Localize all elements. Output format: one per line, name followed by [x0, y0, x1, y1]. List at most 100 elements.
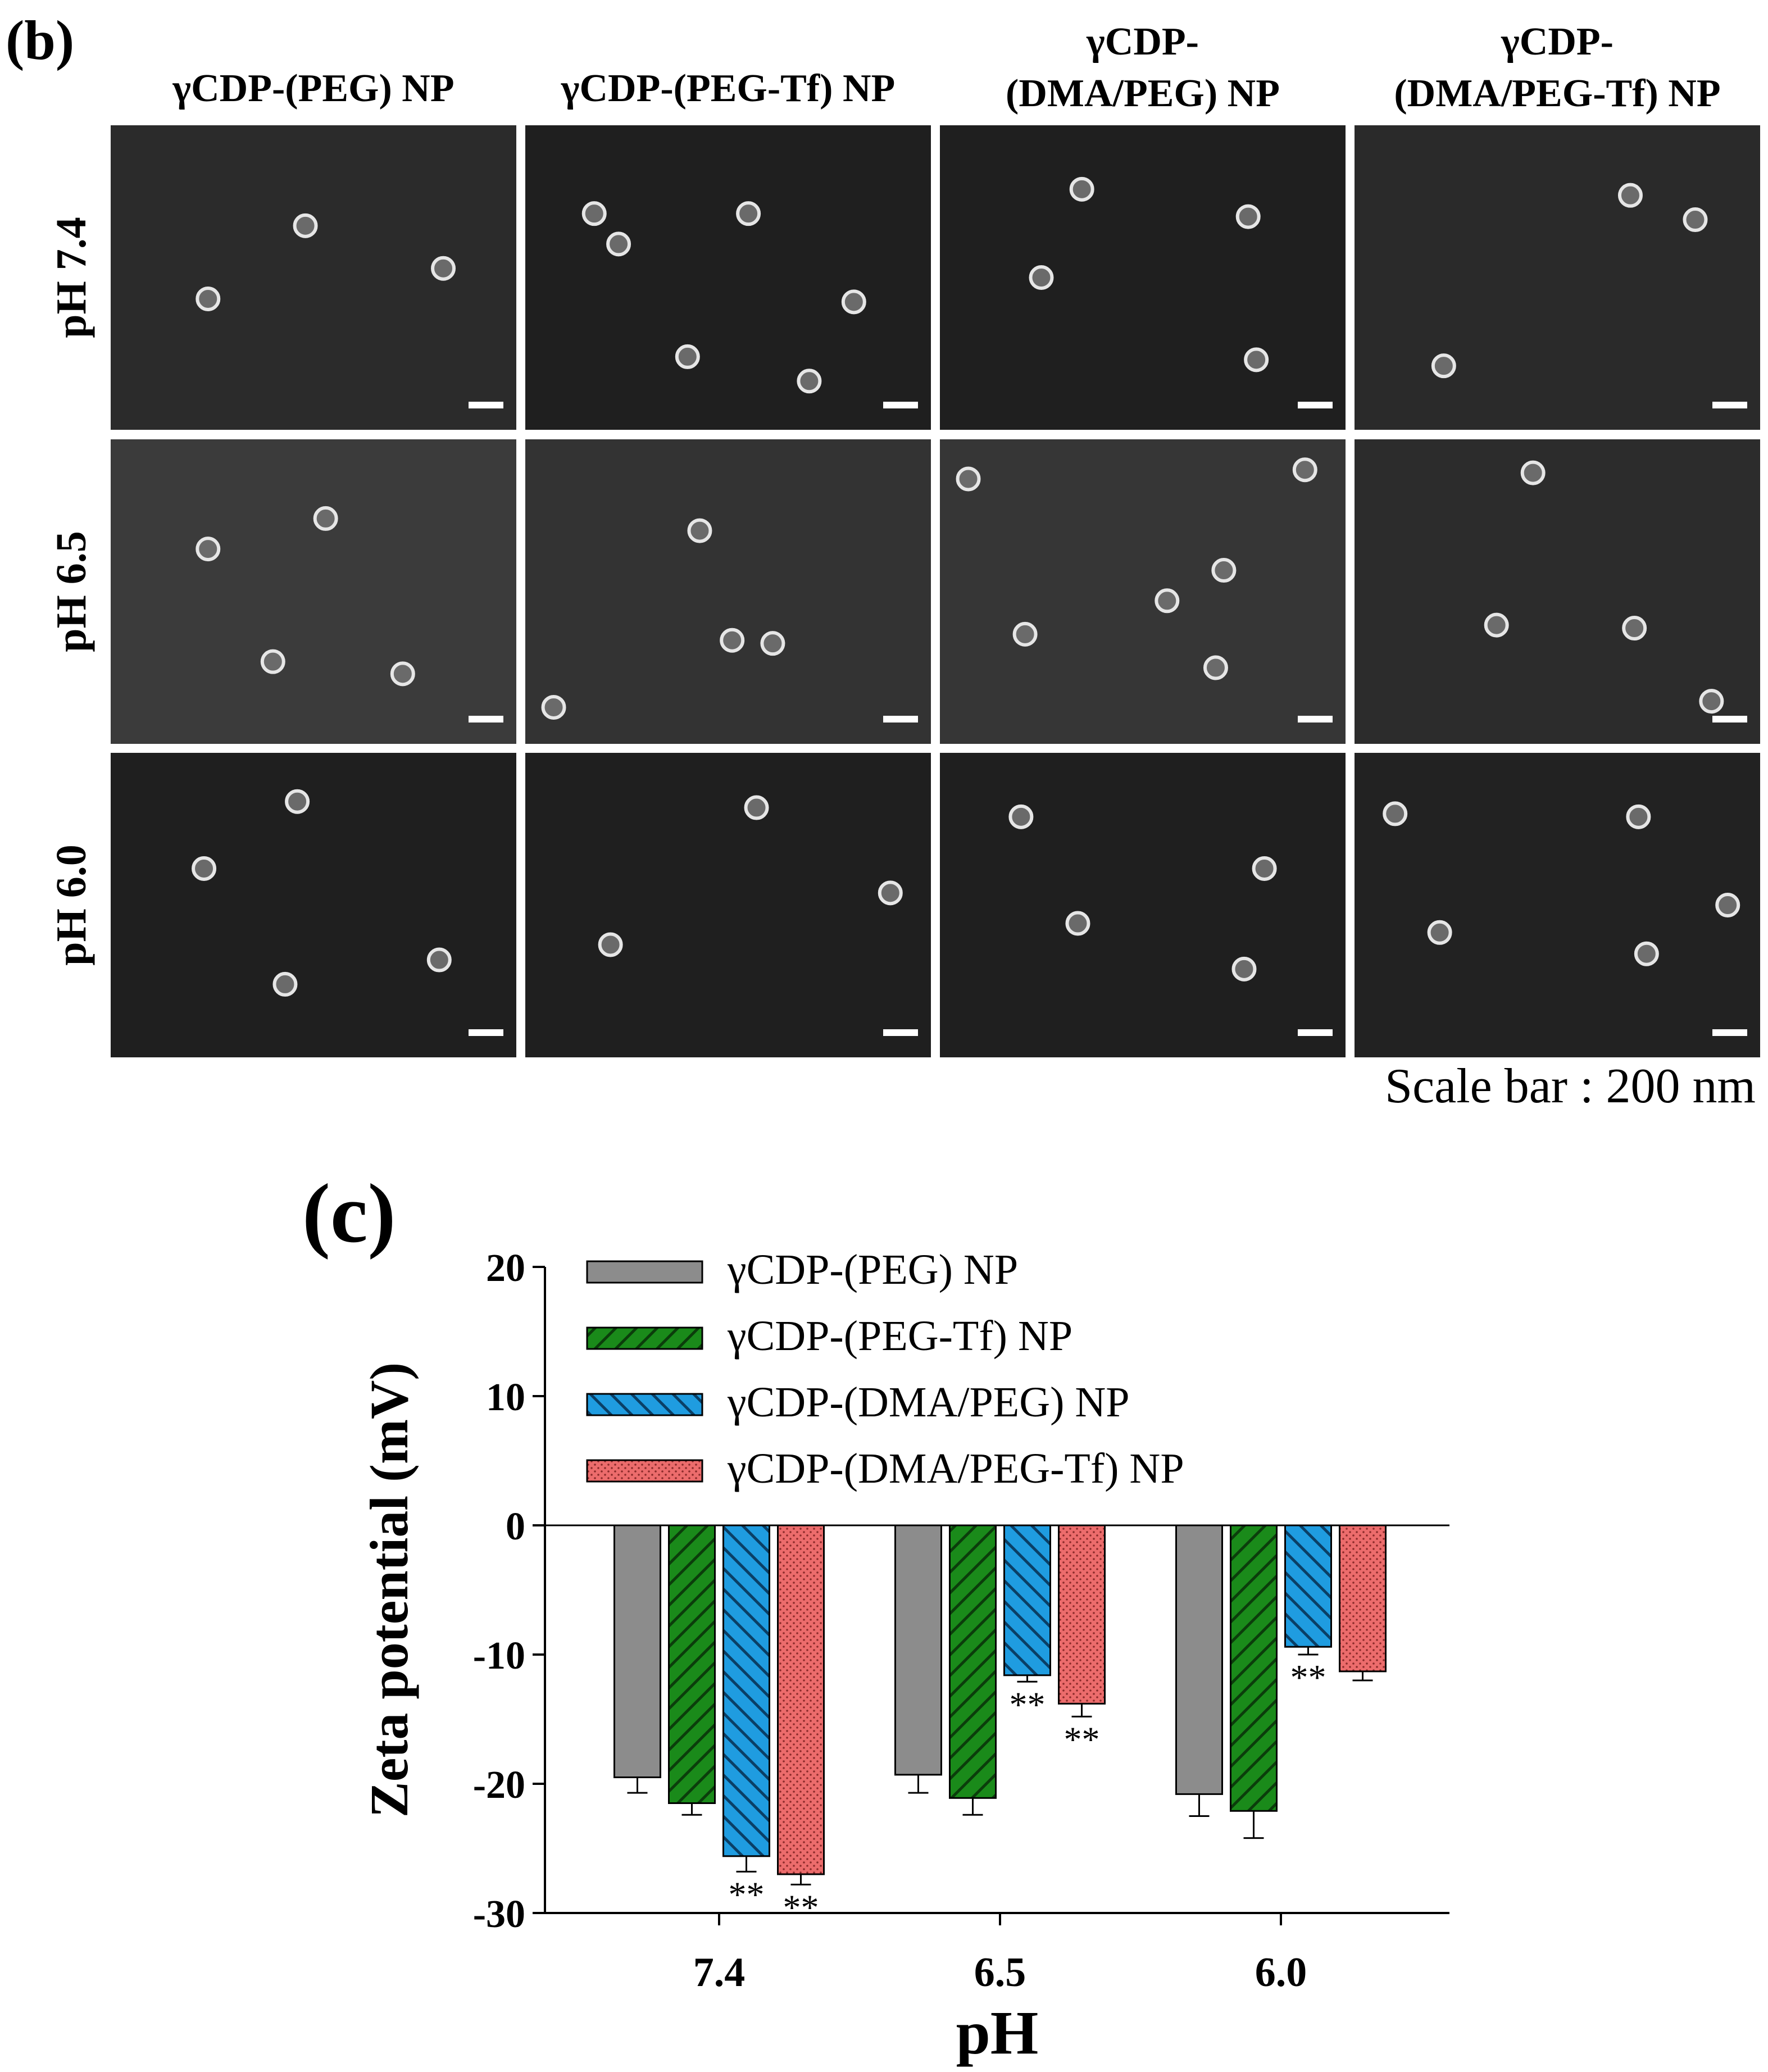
- panel-c-label: (c): [302, 1167, 396, 1260]
- column-header: γCDP-: [1086, 20, 1199, 63]
- nanoparticle: [1244, 347, 1269, 372]
- bar: [1003, 1524, 1051, 1676]
- nanoparticle: [1699, 689, 1724, 714]
- bar: [668, 1524, 716, 1804]
- nanoparticle: [598, 932, 623, 957]
- column-header: (DMA/PEG) NP: [1006, 72, 1280, 115]
- zeta-potential-chart: 20 10 0 -10 -20 -30 7.4 ** ** 6.5 ** ** 6.0 ** γCDP-(P…: [359, 1246, 1449, 2067]
- significance-marker: **: [783, 1887, 819, 1927]
- nanoparticle: [1634, 941, 1659, 966]
- sem-tile: [1355, 125, 1760, 430]
- nanoparticle: [841, 289, 866, 315]
- column-header: (DMA/PEG-Tf) NP: [1394, 72, 1720, 115]
- significance-marker: **: [1064, 1719, 1100, 1759]
- column-header: γCDP-: [1501, 20, 1614, 63]
- scale-bar: [469, 716, 503, 723]
- nanoparticle: [426, 947, 452, 973]
- scale-bar: [1298, 716, 1333, 723]
- nanoparticle: [260, 649, 285, 674]
- legend-entry: γCDP-(PEG-Tf) NP: [727, 1312, 1072, 1360]
- nanoparticle: [1012, 621, 1038, 647]
- sem-tile-background: [111, 439, 516, 744]
- nanoparticle: [1029, 265, 1054, 290]
- scale-bar: [883, 402, 918, 408]
- y-axis-title: Zeta potential (mV): [359, 1362, 419, 1818]
- nanoparticle: [541, 694, 566, 720]
- sem-tile: [525, 439, 931, 744]
- bar: [722, 1524, 770, 1857]
- nanoparticle: [1520, 460, 1546, 485]
- legend-entry: γCDP-(DMA/PEG) NP: [727, 1379, 1130, 1426]
- nanoparticle: [1231, 956, 1257, 982]
- nanoparticle: [285, 789, 310, 814]
- nanoparticle: [1622, 616, 1647, 641]
- sem-tile-background: [525, 125, 931, 430]
- legend-entry: γCDP-(PEG) NP: [727, 1246, 1018, 1293]
- nanoparticle: [1431, 353, 1456, 379]
- nanoparticle: [313, 506, 338, 531]
- x-axis-title: pH: [956, 1998, 1039, 2067]
- sem-tile-background: [525, 753, 931, 1057]
- sem-tile-background: [1355, 439, 1760, 744]
- sem-tile: [525, 753, 931, 1057]
- nanoparticle: [1203, 655, 1228, 680]
- nanoparticle: [1292, 457, 1317, 483]
- sem-tile: [1355, 439, 1760, 744]
- y-tick-label: -10: [473, 1634, 525, 1678]
- nanoparticle: [1715, 893, 1740, 917]
- sem-tile-background: [111, 125, 516, 430]
- sem-tile-background: [940, 439, 1346, 744]
- nanoparticle: [293, 213, 318, 238]
- legend-swatch: [586, 1326, 703, 1350]
- nanoparticle: [196, 537, 221, 562]
- sem-tile: [940, 439, 1346, 744]
- sem-tile: [1355, 753, 1760, 1057]
- nanoparticle: [1427, 920, 1452, 945]
- nanoparticle: [192, 856, 217, 881]
- y-tick-label: -30: [473, 1893, 525, 1936]
- y-tick-label: 0: [506, 1505, 525, 1548]
- bar: [613, 1524, 661, 1778]
- significance-marker: **: [1010, 1684, 1046, 1724]
- x-tick-label: 7.4: [693, 1950, 746, 1996]
- column-header: γCDP-(PEG) NP: [172, 67, 454, 110]
- scale-bar: [469, 1029, 503, 1036]
- nanoparticle: [1626, 804, 1651, 829]
- nanoparticle: [760, 631, 785, 656]
- nanoparticle: [720, 628, 745, 653]
- sem-tile-background: [940, 753, 1346, 1057]
- nanoparticle: [687, 518, 712, 543]
- legend-swatch: [586, 1260, 703, 1284]
- scale-bar: [1298, 1029, 1333, 1036]
- nanoparticle: [675, 344, 700, 369]
- nanoparticle: [956, 466, 981, 492]
- x-tick-label: 6.0: [1255, 1950, 1307, 1996]
- scale-bar: [1298, 402, 1333, 408]
- nanoparticle: [1008, 804, 1034, 829]
- scale-bar: [469, 402, 503, 408]
- y-tick-label: 10: [486, 1376, 525, 1419]
- sem-tile: [940, 125, 1346, 430]
- sem-tile-background: [525, 439, 931, 744]
- nanoparticle: [196, 286, 221, 311]
- scale-bar: [1712, 716, 1747, 723]
- nanoparticle: [878, 880, 903, 906]
- nanoparticle: [1617, 183, 1643, 208]
- nanoparticle: [1211, 558, 1237, 583]
- nanoparticle: [606, 231, 631, 257]
- nanoparticle: [744, 795, 769, 820]
- nanoparticle: [272, 971, 298, 997]
- sem-tile-background: [1355, 125, 1760, 430]
- sem-tile: [111, 125, 516, 430]
- legend-entry: γCDP-(DMA/PEG-Tf) NP: [727, 1445, 1184, 1492]
- significance-marker: **: [729, 1874, 765, 1914]
- nanoparticle: [1383, 801, 1408, 826]
- sem-tile: [111, 753, 516, 1057]
- sem-tile-background: [940, 125, 1346, 430]
- legend-swatch: [586, 1459, 703, 1483]
- row-label: pH 7.4: [48, 217, 95, 338]
- bar: [1339, 1524, 1387, 1673]
- bar: [1284, 1524, 1332, 1648]
- significance-marker: **: [1290, 1657, 1326, 1697]
- nanoparticle: [736, 201, 761, 226]
